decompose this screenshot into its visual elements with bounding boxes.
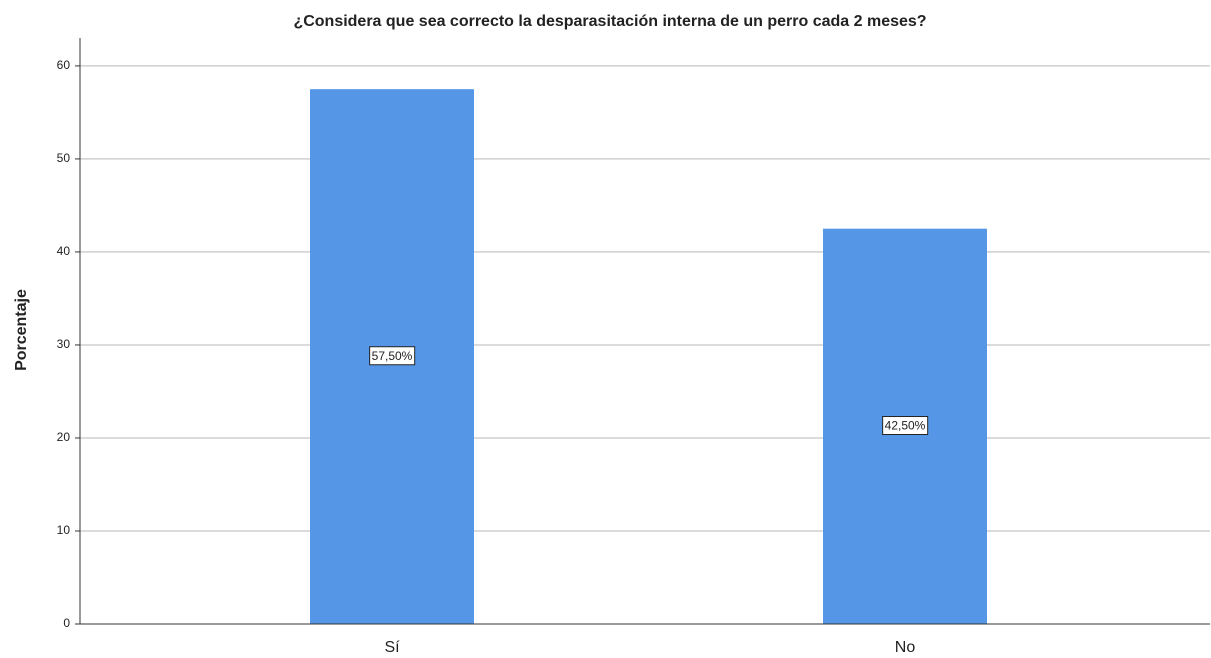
y-tick-label: 30 [57, 337, 71, 351]
data-label: 42,50% [885, 419, 926, 433]
y-tick-label: 50 [57, 151, 71, 165]
label-box [369, 346, 416, 366]
y-tick-label: 20 [57, 430, 71, 444]
x-tick-label: Sí [384, 639, 400, 656]
y-axis-label: Porcentaje [13, 289, 30, 371]
y-tick-label: 40 [57, 244, 71, 258]
y-tick-label: 10 [57, 523, 71, 537]
data-label: 57,50% [372, 349, 413, 363]
y-tick-label: 0 [63, 616, 70, 630]
x-tick-label: No [895, 639, 916, 656]
y-tick-label: 60 [57, 58, 71, 72]
chart-title: ¿Considera que sea correcto la desparasi… [293, 13, 926, 30]
label-box [882, 416, 929, 436]
